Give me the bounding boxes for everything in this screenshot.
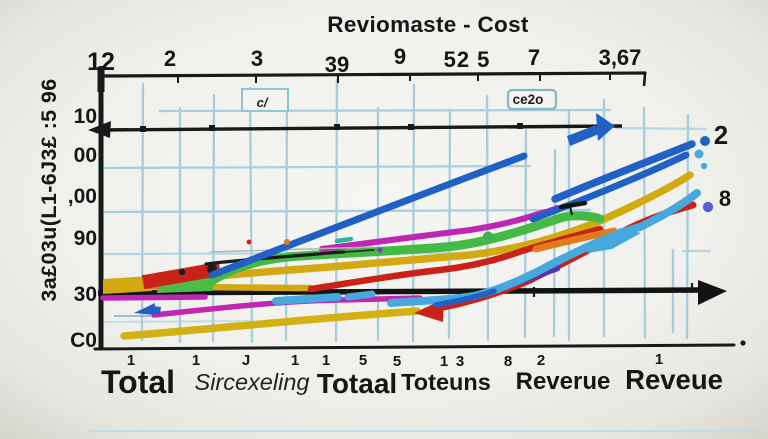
svg-text:C0: C0 bbox=[70, 329, 97, 352]
svg-text:8: 8 bbox=[504, 353, 512, 370]
svg-text:1: 1 bbox=[192, 352, 200, 369]
svg-text:Sircexeling: Sircexeling bbox=[195, 369, 310, 395]
svg-text:2: 2 bbox=[714, 120, 728, 150]
svg-text:c/: c/ bbox=[257, 95, 269, 110]
svg-text:9: 9 bbox=[394, 44, 406, 69]
svg-text:39: 39 bbox=[325, 52, 349, 77]
svg-text:30: 30 bbox=[74, 283, 97, 306]
svg-text:3: 3 bbox=[456, 353, 464, 370]
svg-text:12: 12 bbox=[87, 48, 115, 76]
svg-text:52 5: 52 5 bbox=[444, 47, 491, 72]
svg-text:7: 7 bbox=[528, 45, 540, 70]
svg-text:1: 1 bbox=[655, 351, 663, 368]
svg-text:3,67: 3,67 bbox=[599, 45, 642, 70]
svg-text:2: 2 bbox=[164, 46, 176, 71]
svg-text:J: J bbox=[242, 352, 250, 369]
svg-text:Reveue: Reveue bbox=[625, 364, 723, 395]
svg-text:5: 5 bbox=[393, 353, 401, 370]
svg-text:1: 1 bbox=[127, 352, 135, 369]
svg-text:,00: ,00 bbox=[68, 185, 97, 208]
svg-text:3a£03u(L1-6J3£ :5 96: 3a£03u(L1-6J3£ :5 96 bbox=[37, 78, 61, 301]
svg-text:90: 90 bbox=[74, 227, 97, 250]
svg-text:Totaal: Totaal bbox=[317, 368, 397, 399]
svg-text:1: 1 bbox=[440, 353, 448, 370]
svg-text:Total: Total bbox=[101, 364, 175, 400]
svg-text:Reviomaste - Cost: Reviomaste - Cost bbox=[327, 12, 529, 37]
svg-text:1: 1 bbox=[322, 352, 330, 369]
svg-text:10: 10 bbox=[74, 105, 97, 128]
svg-text:Reverue: Reverue bbox=[516, 368, 611, 395]
svg-text:ce2o: ce2o bbox=[513, 92, 544, 107]
svg-text:00: 00 bbox=[74, 144, 97, 167]
svg-text:5: 5 bbox=[359, 352, 367, 369]
svg-text:3: 3 bbox=[251, 46, 263, 71]
svg-text:Toteuns: Toteuns bbox=[401, 369, 491, 395]
svg-text:2: 2 bbox=[537, 352, 545, 369]
svg-text:1: 1 bbox=[291, 352, 299, 369]
svg-text:8: 8 bbox=[719, 186, 731, 211]
